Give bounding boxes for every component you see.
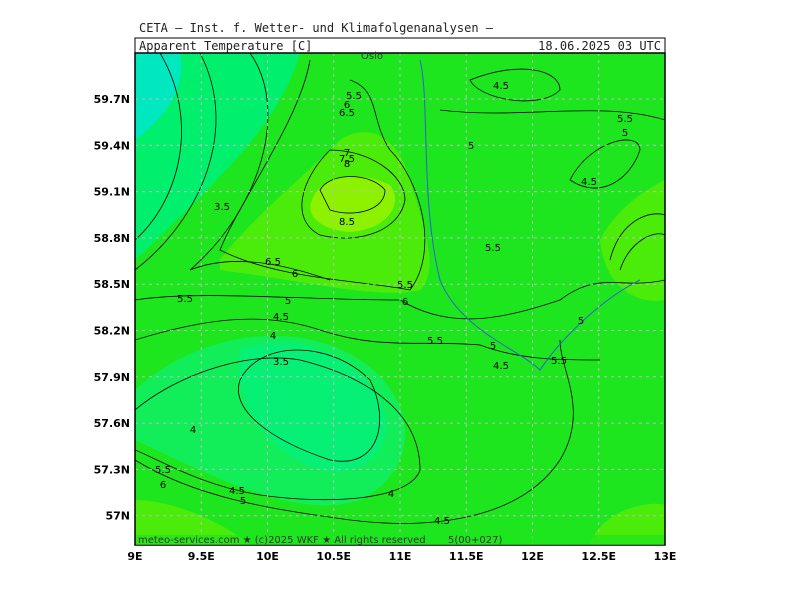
contour-label: 5 xyxy=(285,296,291,307)
valid-time: 18.06.2025 03 UTC xyxy=(538,39,661,53)
x-tick-label: 10.5E xyxy=(316,550,351,563)
y-tick-label: 57N xyxy=(105,510,130,523)
y-tick-label: 57.9N xyxy=(94,371,130,384)
contour-label: 5 xyxy=(490,341,496,352)
x-tick-label: 11E xyxy=(389,550,412,563)
variable: Apparent_Temperature_[C] xyxy=(139,39,312,53)
contour-label: 7.5 xyxy=(339,154,355,165)
y-tick-label: 58.5N xyxy=(94,278,130,291)
run: 5(00+027) xyxy=(448,535,502,546)
contour-label: 4.5 xyxy=(273,312,289,323)
contour-label: 5.5 xyxy=(427,336,443,347)
x-tick-label: 12.5E xyxy=(581,550,616,563)
contour-label: 5 xyxy=(240,496,246,507)
x-tick-label: 9E xyxy=(127,550,142,563)
contour-label: 6.5 xyxy=(265,257,281,268)
contour-label: 4.5 xyxy=(493,361,509,372)
contour-label: 6 xyxy=(344,100,350,111)
contour-label: 6 xyxy=(292,269,298,280)
contour-label: 5 xyxy=(622,128,628,139)
contour-label: 8 xyxy=(344,159,350,170)
contour-label: 5.5 xyxy=(177,294,193,305)
contour-label: 4.5 xyxy=(581,177,597,188)
footer-band xyxy=(136,535,664,545)
credit: meteo-services.com ★ (c)2025 WKF ★ All r… xyxy=(138,535,426,546)
x-tick-label: 11.5E xyxy=(449,550,484,563)
contour-label: 4.5 xyxy=(493,81,509,92)
contour-label: 8.5 xyxy=(339,217,355,228)
contour-label: 5 xyxy=(468,141,474,152)
contour-label: 4 xyxy=(190,425,196,436)
contour-label: 5 xyxy=(578,316,584,327)
contour-label: 5.5 xyxy=(155,465,171,476)
x-tick-label: 9.5E xyxy=(188,550,215,563)
grid xyxy=(135,53,665,545)
contour-label: 6.5 xyxy=(339,108,355,119)
x-tick-label: 10E xyxy=(256,550,279,563)
contour-label: 6 xyxy=(160,480,166,491)
contour-label: 5.5 xyxy=(485,243,501,254)
axis-labels: 9E 9.5E 10E 10.5E 11E 11.5E 12E 12.5E 13E 59.7N 59… xyxy=(94,93,677,563)
contour-label: 5.5 xyxy=(551,356,567,367)
contour-label: 5.5 xyxy=(397,280,413,291)
y-tick-label: 57.3N xyxy=(94,463,130,476)
y-tick-label: 58.8N xyxy=(94,232,130,245)
contour-label: 5.5 xyxy=(617,114,633,125)
contour-label: 7 xyxy=(344,148,350,159)
y-tick-label: 59.4N xyxy=(94,139,130,152)
y-tick-label: 58.2N xyxy=(94,325,130,338)
y-tick-label: 57.6N xyxy=(94,417,130,430)
contour-label: 4.5 xyxy=(434,516,450,527)
institute: CETA — Inst. f. Wetter- und Klimafolgena… xyxy=(139,21,494,35)
x-tick-label: 12E xyxy=(521,550,544,563)
contour-label: 5.5 xyxy=(346,91,362,102)
y-tick-label: 59.1N xyxy=(94,186,130,199)
place-label: Oslo xyxy=(361,51,383,62)
x-tick-label: 13E xyxy=(654,550,677,563)
contour-label: 4 xyxy=(270,331,276,342)
contour-label: 6 xyxy=(402,297,408,308)
contour-label: 4.5 xyxy=(229,486,245,497)
contour-label: 3.5 xyxy=(273,357,289,368)
contour-label: 4 xyxy=(388,489,394,500)
contour-label: 3.5 xyxy=(214,202,230,213)
y-tick-label: 59.7N xyxy=(94,93,130,106)
